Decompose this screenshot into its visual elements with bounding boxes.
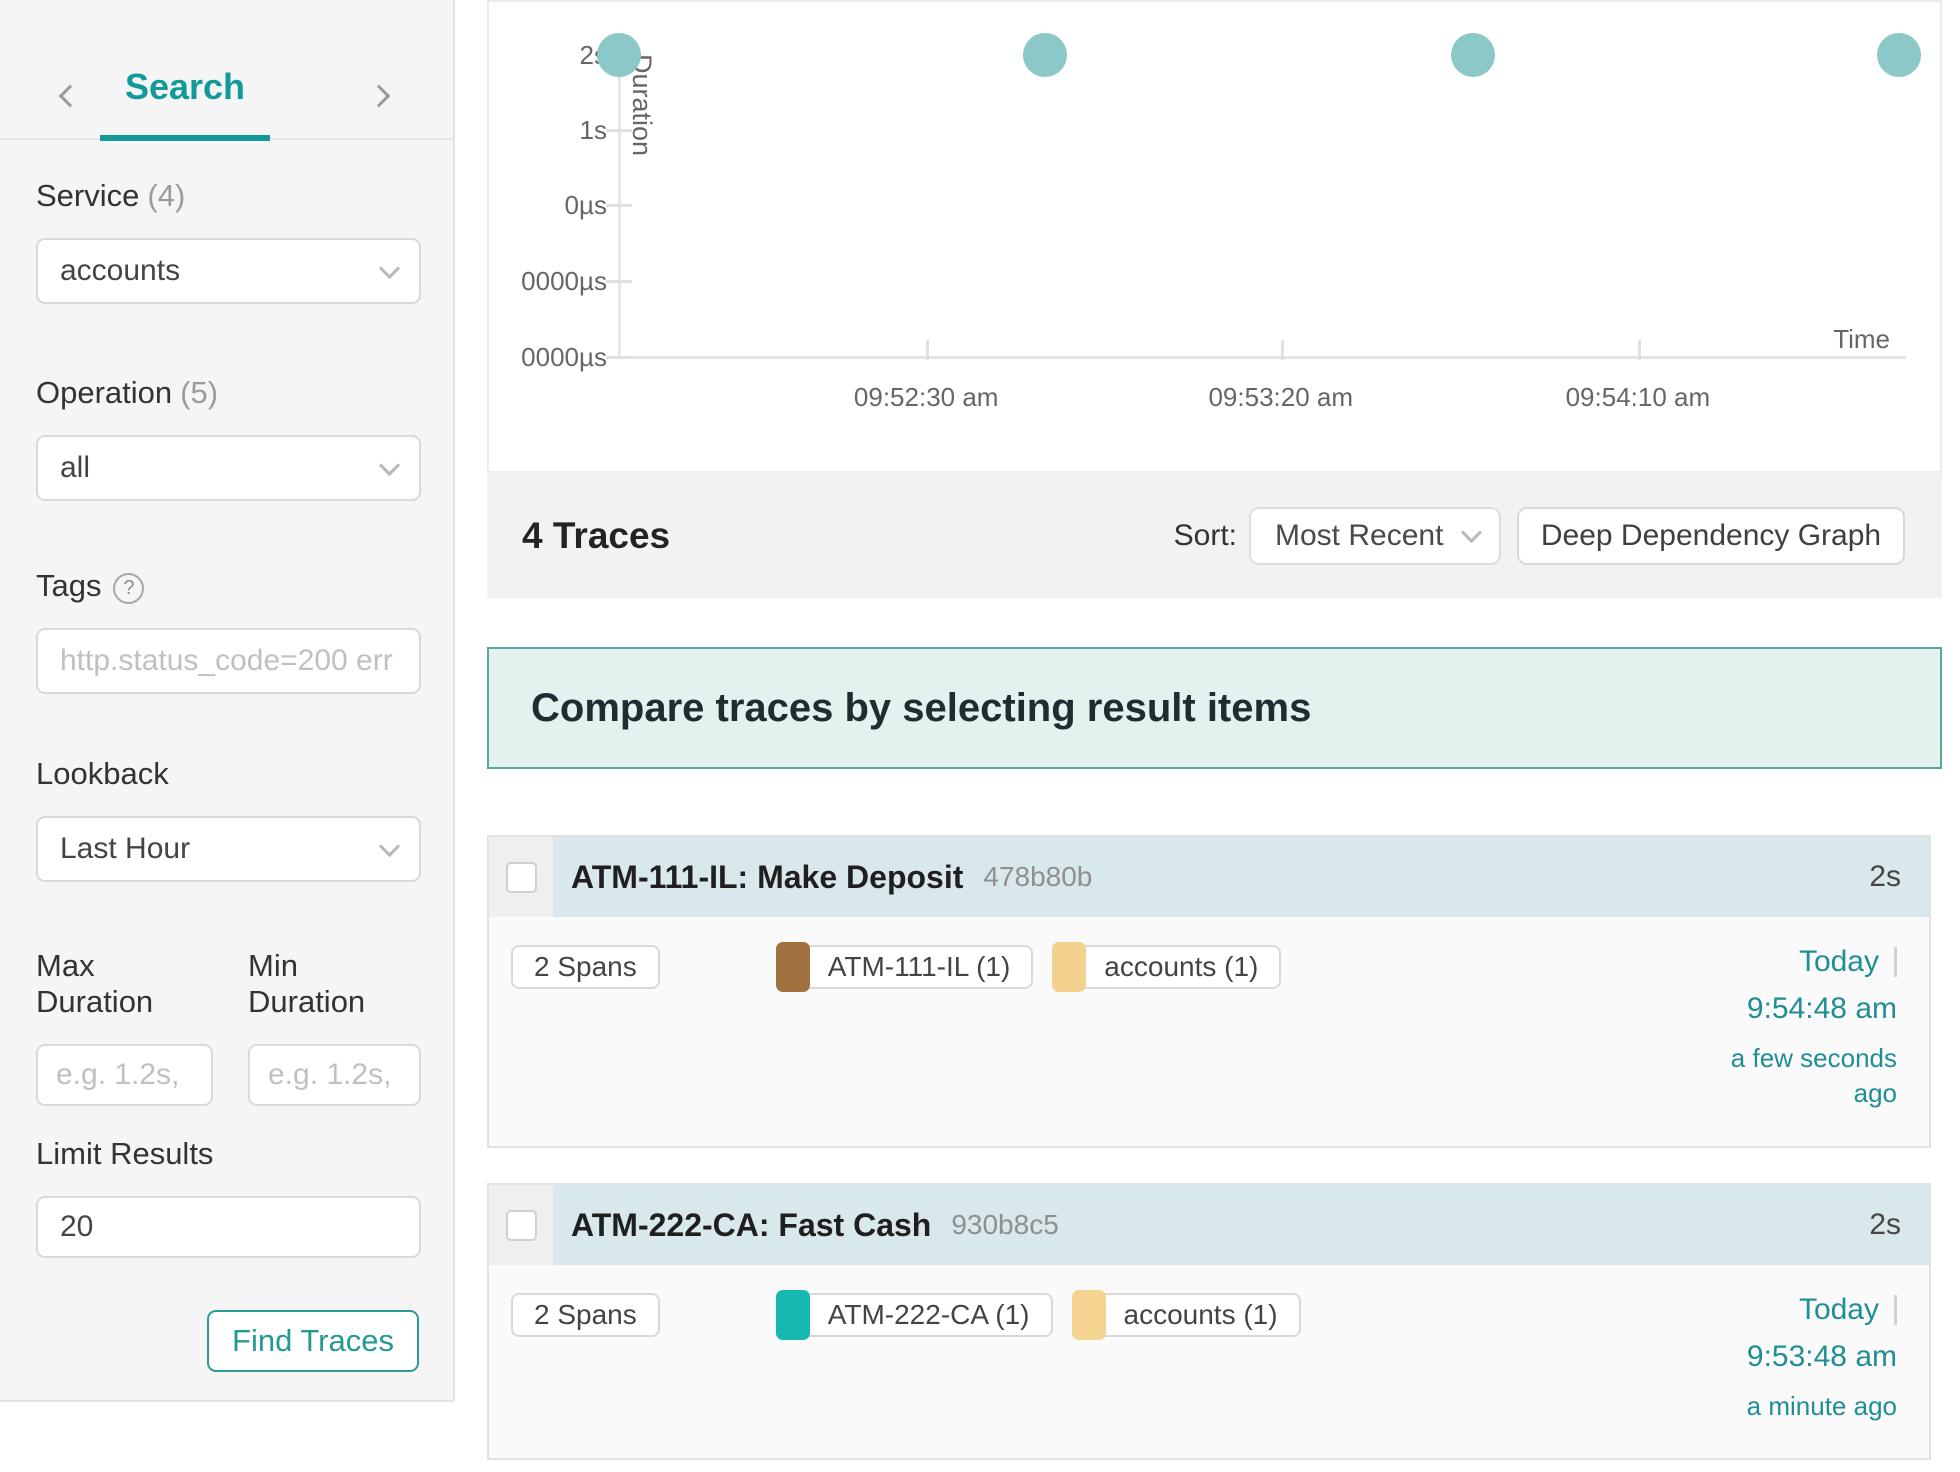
x-axis-tick-label: 09:53:20 am — [1208, 382, 1354, 412]
trace-id: 478b80b — [983, 861, 1093, 892]
divider — [1894, 1295, 1897, 1325]
sort-select-value: Most Recent — [1275, 518, 1444, 552]
service-color-swatch — [1052, 942, 1087, 992]
sort-select[interactable]: Most Recent — [1249, 506, 1501, 565]
trace-timestamp: Today 9:53:48 am a minute ago — [1697, 1293, 1897, 1424]
checkbox-cell — [489, 1185, 553, 1265]
service-chip: accounts (1) — [1071, 1290, 1301, 1340]
trace-time: 9:54:48 am — [1746, 992, 1897, 1025]
y-axis-tick — [606, 204, 632, 207]
tags-input[interactable] — [36, 628, 421, 694]
trace-timestamp: Today 9:54:48 am a few seconds ago — [1697, 945, 1897, 1110]
deep-dependency-graph-button[interactable]: Deep Dependency Graph — [1517, 506, 1905, 565]
y-axis-tick — [606, 280, 632, 283]
chevron-left-icon[interactable] — [48, 78, 88, 118]
find-traces-button[interactable]: Find Traces — [207, 1310, 419, 1372]
sort-label: Sort: — [1173, 518, 1237, 552]
trace-relative-time: a few seconds ago — [1730, 1043, 1897, 1108]
min-duration-input[interactable] — [248, 1044, 421, 1106]
trace-result-card[interactable]: ATM-222-CA: Fast Cash 930b8c5 2s 2 Spans… — [487, 1183, 1931, 1460]
scatter-point[interactable] — [597, 33, 641, 77]
chevron-down-icon — [1460, 521, 1483, 544]
service-chip: ATM-111-IL (1) — [775, 942, 1034, 992]
y-axis-tick-label: 1s — [579, 115, 607, 145]
trace-id: 930b8c5 — [951, 1209, 1059, 1240]
y-axis-tick — [606, 356, 632, 359]
chevron-right-icon[interactable] — [365, 78, 405, 118]
service-label: Service (4) — [36, 178, 186, 213]
x-axis-tick-label: 09:52:30 am — [853, 382, 999, 412]
trace-duration: 2s — [1869, 860, 1901, 893]
trace-result-card[interactable]: ATM-111-IL: Make Deposit 478b80b 2s 2 Sp… — [487, 835, 1931, 1148]
operation-select[interactable]: all — [36, 435, 421, 501]
y-axis-tick-label: 0000µs — [521, 266, 607, 296]
results-header-bar: 4 Traces Sort: Most Recent Deep Dependen… — [487, 473, 1942, 598]
x-axis-tick — [1280, 340, 1284, 360]
y-axis-tick-label: 2s — [579, 40, 607, 70]
service-color-swatch — [775, 1290, 810, 1340]
service-color-swatch — [1071, 1290, 1106, 1340]
service-select[interactable]: accounts — [36, 238, 421, 304]
operation-label: Operation (5) — [36, 375, 219, 410]
span-count-chip: 2 Spans — [511, 945, 660, 989]
trace-relative-time: a minute ago — [1746, 1391, 1897, 1421]
max-duration-input[interactable] — [36, 1044, 213, 1106]
trace-date: Today — [1798, 945, 1879, 978]
trace-count: 4 Traces — [522, 514, 671, 556]
tab-search[interactable]: Search — [124, 66, 246, 107]
trace-select-checkbox[interactable] — [505, 861, 537, 893]
trace-duration: 2s — [1869, 1208, 1901, 1241]
checkbox-cell — [489, 837, 553, 917]
service-chip: ATM-222-CA (1) — [775, 1290, 1053, 1340]
trace-card-body: 2 Spans ATM-111-IL (1) accounts (1) Toda… — [489, 917, 1929, 1110]
span-count-chip: 2 Spans — [511, 1293, 660, 1337]
operation-select-value: all — [60, 451, 91, 484]
x-axis-tick — [1637, 340, 1641, 360]
service-chip: accounts (1) — [1052, 942, 1282, 992]
limit-results-label: Limit Results — [36, 1136, 214, 1171]
trace-header-main: ATM-111-IL: Make Deposit 478b80b 2s — [553, 837, 1929, 917]
min-duration-label: Min Duration — [248, 948, 366, 1019]
active-tab-underline — [100, 135, 270, 141]
compare-banner-text: Compare traces by selecting result items — [531, 685, 1312, 730]
trace-time: 9:53:48 am — [1746, 1340, 1897, 1373]
trace-card-body: 2 Spans ATM-222-CA (1) accounts (1) Toda… — [489, 1265, 1929, 1424]
search-sidebar: Search Service (4) accounts Operation (5) … — [0, 0, 455, 1402]
compare-banner: Compare traces by selecting result items — [487, 647, 1942, 769]
x-axis — [618, 356, 1906, 359]
service-select-value: accounts — [60, 254, 181, 287]
trace-header-main: ATM-222-CA: Fast Cash 930b8c5 2s — [553, 1185, 1929, 1265]
trace-card-header: ATM-222-CA: Fast Cash 930b8c5 2s — [489, 1185, 1929, 1265]
trace-card-header: ATM-111-IL: Make Deposit 478b80b 2s — [489, 837, 1929, 917]
y-axis-tick-label: 0000µs — [521, 342, 607, 372]
x-axis-title: Time — [1833, 324, 1890, 354]
lookback-select[interactable]: Last Hour — [36, 816, 421, 882]
y-axis-tick-label: 0µs — [564, 190, 607, 220]
main-content: Duration Time 2s 1s 0µs 0000µs 0000µs 09:52:3… — [487, 0, 1942, 1472]
x-axis-tick-label: 09:54:10 am — [1565, 382, 1711, 412]
chevron-down-icon — [378, 835, 401, 857]
trace-select-checkbox[interactable] — [505, 1209, 537, 1241]
tags-label: Tags? — [36, 568, 421, 604]
y-axis-tick — [606, 129, 632, 132]
lookback-label: Lookback — [36, 756, 169, 791]
divider — [1894, 947, 1897, 977]
limit-results-input[interactable] — [36, 1196, 421, 1258]
scatter-point[interactable] — [1450, 33, 1495, 77]
sort-group: Sort: Most Recent Deep Dependency Graph — [1173, 506, 1905, 565]
chevron-down-icon — [378, 454, 401, 476]
x-axis-tick — [926, 340, 930, 360]
trace-date: Today — [1798, 1293, 1879, 1326]
scatter-point[interactable] — [1023, 33, 1068, 77]
help-icon[interactable]: ? — [113, 573, 145, 604]
trace-title: ATM-111-IL: Make Deposit — [571, 858, 964, 895]
duration-scatter-chart: Duration Time 2s 1s 0µs 0000µs 0000µs 09:52:3… — [487, 0, 1942, 473]
trace-title: ATM-222-CA: Fast Cash — [571, 1206, 932, 1243]
scatter-point[interactable] — [1877, 33, 1921, 77]
lookback-select-value: Last Hour — [60, 832, 191, 865]
max-duration-label: Max Duration — [36, 948, 154, 1019]
sidebar-tab-bar: Search — [0, 0, 453, 141]
service-color-swatch — [775, 942, 810, 992]
